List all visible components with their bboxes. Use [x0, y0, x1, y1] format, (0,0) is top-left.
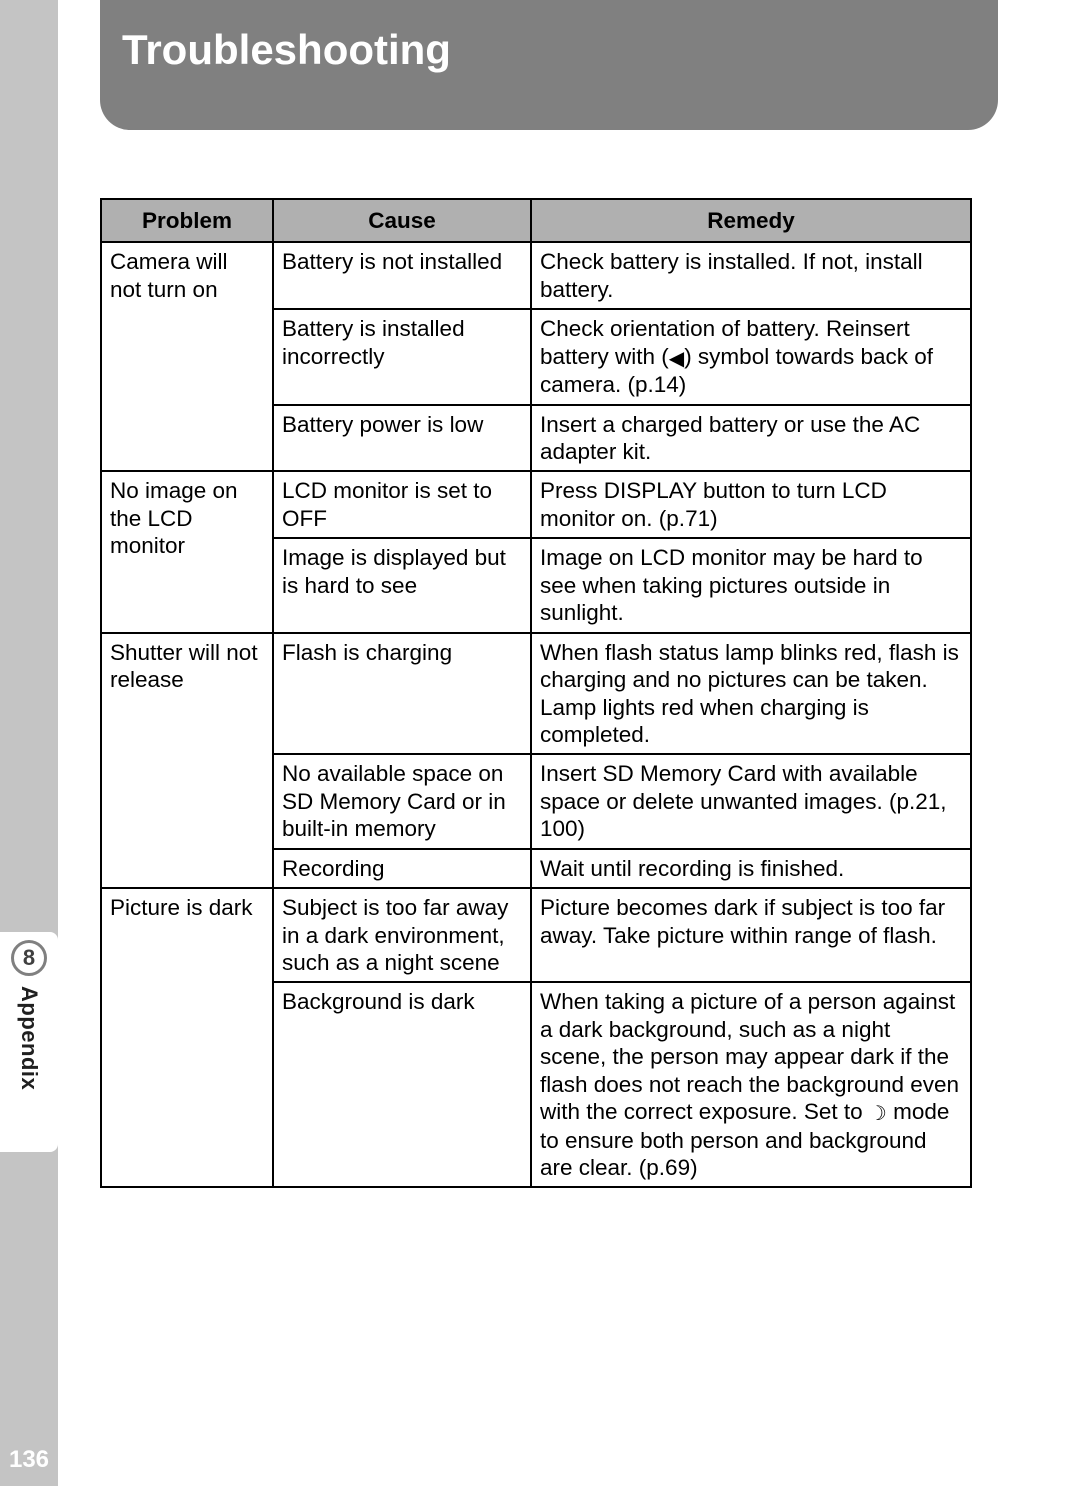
cell-cause: Battery is installed incorrectly — [273, 309, 531, 404]
cell-cause: LCD monitor is set to OFF — [273, 471, 531, 538]
cell-cause: Flash is charging — [273, 633, 531, 755]
cell-cause: Background is dark — [273, 982, 531, 1187]
cell-cause: Battery power is low — [273, 405, 531, 472]
page-title: Troubleshooting — [122, 26, 451, 74]
cell-remedy: When flash status lamp blinks red, flash… — [531, 633, 971, 755]
night-scene-mode-icon: ☽ — [869, 1102, 887, 1126]
col-header-remedy: Remedy — [531, 199, 971, 242]
cell-remedy: When taking a picture of a person agains… — [531, 982, 971, 1187]
cell-cause: Subject is too far away in a dark enviro… — [273, 888, 531, 982]
page-number: 136 — [0, 1434, 58, 1486]
section-number: 8 — [23, 945, 35, 971]
cell-remedy: Check battery is installed. If not, inst… — [531, 242, 971, 309]
cell-remedy: Wait until recording is finished. — [531, 849, 971, 888]
table-row: Camera will not turn on Battery is not i… — [101, 242, 971, 309]
cell-cause: No available space on SD Memory Card or … — [273, 754, 531, 848]
left-arrow-icon: ◀ — [669, 347, 684, 371]
cell-problem: Shutter will not release — [101, 633, 273, 889]
cell-remedy: Insert SD Memory Card with available spa… — [531, 754, 971, 848]
section-tab: 8 Appendix — [0, 932, 58, 1152]
cell-remedy: Picture becomes dark if subject is too f… — [531, 888, 971, 982]
table-body: Camera will not turn on Battery is not i… — [101, 242, 971, 1187]
col-header-cause: Cause — [273, 199, 531, 242]
table-header-row: Problem Cause Remedy — [101, 199, 971, 242]
col-header-problem: Problem — [101, 199, 273, 242]
cell-remedy: Insert a charged battery or use the AC a… — [531, 405, 971, 472]
troubleshooting-table-wrap: Problem Cause Remedy Camera will not tur… — [100, 198, 970, 1188]
table-row: Picture is dark Subject is too far away … — [101, 888, 971, 982]
cell-problem: Picture is dark — [101, 888, 273, 1187]
cell-remedy: Check orientation of battery. Reinsert b… — [531, 309, 971, 404]
cell-cause: Recording — [273, 849, 531, 888]
page-header: Troubleshooting — [100, 0, 998, 130]
cell-problem: Camera will not turn on — [101, 242, 273, 471]
cell-remedy: Image on LCD monitor may be hard to see … — [531, 538, 971, 632]
cell-cause: Image is displayed but is hard to see — [273, 538, 531, 632]
table-row: Shutter will not release Flash is chargi… — [101, 633, 971, 755]
cell-remedy: Press DISPLAY button to turn LCD monitor… — [531, 471, 971, 538]
section-label: Appendix — [16, 986, 42, 1090]
troubleshooting-table: Problem Cause Remedy Camera will not tur… — [100, 198, 972, 1188]
cell-problem: No image on the LCD monitor — [101, 471, 273, 632]
cell-cause: Battery is not installed — [273, 242, 531, 309]
left-margin-stripe — [0, 0, 58, 1486]
section-number-badge: 8 — [11, 940, 47, 976]
manual-page: 8 Appendix Troubleshooting Problem Cause… — [0, 0, 1080, 1486]
table-row: No image on the LCD monitor LCD monitor … — [101, 471, 971, 538]
